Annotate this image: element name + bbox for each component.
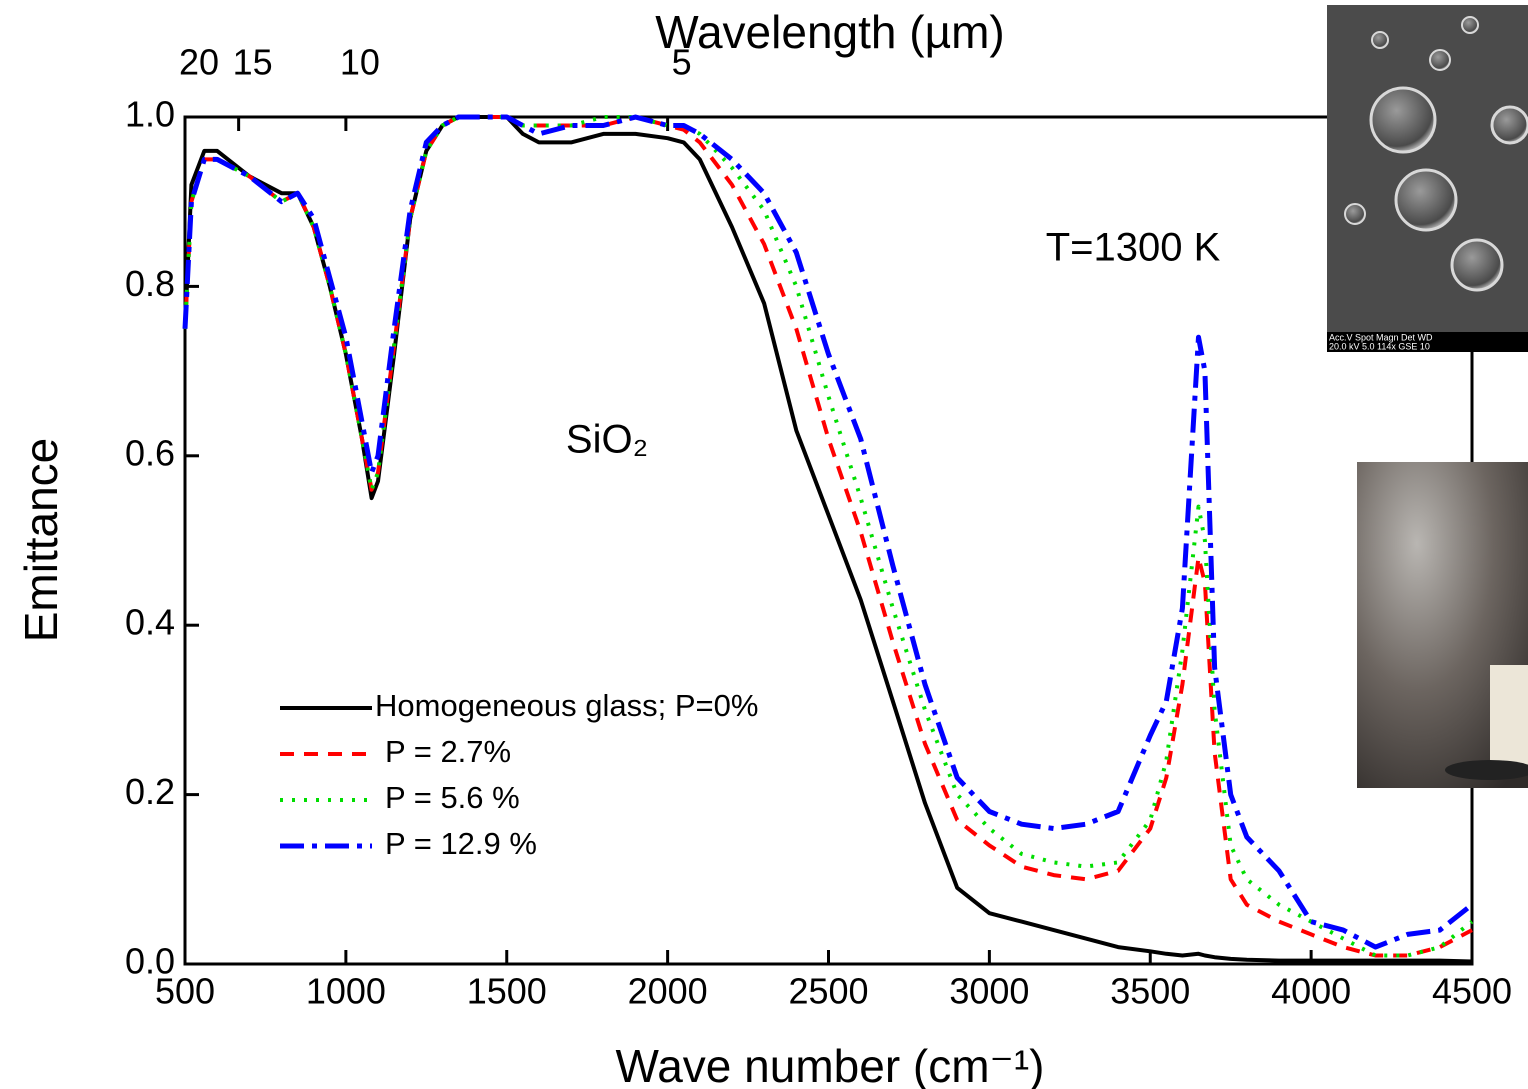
x-tick-label: 3000 (949, 971, 1029, 1012)
x2-tick-label: 10 (340, 42, 380, 83)
legend-label: P = 5.6 % (385, 780, 520, 815)
x2-tick-label: 20 (179, 42, 219, 83)
x-tick-label: 4500 (1432, 971, 1512, 1012)
photo-image (1357, 462, 1528, 788)
annotation: SiO₂ (566, 418, 648, 462)
plot-frame (183, 115, 1474, 966)
x-axis-title: Wave number (cm⁻¹) (616, 1040, 1045, 1089)
x2-tick-label: 15 (233, 42, 273, 83)
y-tick-label: 0.8 (125, 263, 175, 304)
legend-label: P = 12.9 % (385, 826, 537, 861)
legend-label: Homogeneous glass; P=0% (375, 688, 758, 723)
x-tick-label: 2000 (628, 971, 708, 1012)
x-tick-label: 4000 (1271, 971, 1351, 1012)
y-tick-label: 0.4 (125, 602, 175, 643)
series-line (183, 115, 1473, 964)
y-tick-label: 0.6 (125, 432, 175, 473)
x-tick-label: 1000 (306, 971, 386, 1012)
top-axis-title: Wavelength (µm) (655, 6, 1004, 58)
legend-label: P = 2.7% (385, 734, 511, 769)
y-tick-label: 0.2 (125, 771, 175, 812)
x-tick-label: 1500 (467, 971, 547, 1012)
x-tick-label: 500 (155, 971, 215, 1012)
sem-image: Acc.V Spot Magn Det WD 20.0 kV 5.0 114x … (1327, 5, 1528, 352)
inset-label: Acc.V Spot Magn Det WD (1329, 332, 1433, 342)
y-tick-label: 1.0 (125, 94, 175, 135)
series-line (182, 114, 1474, 950)
x2-tick-label: 5 (672, 42, 692, 83)
y-axis-title: Emittance (15, 438, 67, 643)
annotation: T=1300 K (1046, 226, 1221, 270)
x-tick-label: 2500 (788, 971, 868, 1012)
inset-label: 20.0 kV 5.0 114x GSE 10 (1329, 341, 1430, 351)
series-line (183, 115, 1474, 958)
series-line (183, 115, 1473, 958)
x-tick-label: 3500 (1110, 971, 1190, 1012)
y-tick-label: 0.0 (125, 941, 175, 982)
